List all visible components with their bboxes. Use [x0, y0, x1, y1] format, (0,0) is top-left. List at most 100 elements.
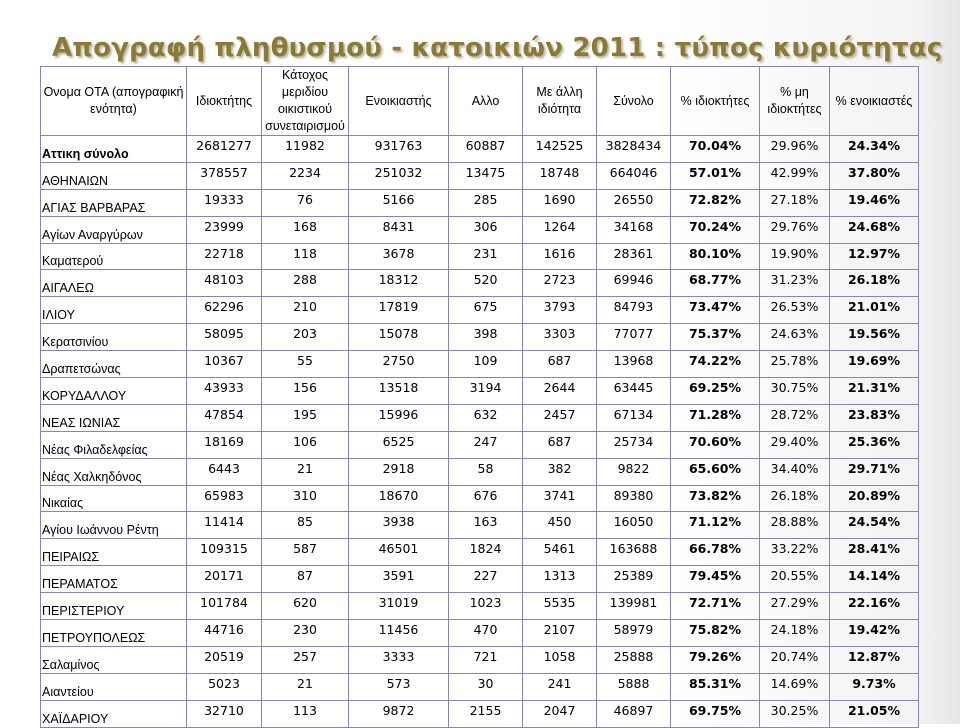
- cell-coop-share: 11982: [261, 135, 349, 163]
- table-row: ΧΑΪΔΑΡΙΟΥ 32710 113 9872 2155 2047 46897 69.75%…: [40, 699, 919, 728]
- cell-pct-tenants: 24.68%: [829, 215, 919, 244]
- cell-name: Κερατσινίου: [40, 323, 187, 352]
- cell-other-status: 2457: [522, 403, 597, 432]
- cell-total: 84793: [596, 296, 671, 325]
- cell-other: 60887: [448, 135, 523, 163]
- cell-pct-tenants: 37.80%: [829, 161, 919, 190]
- cell-pct-owners: 69.75%: [670, 699, 760, 728]
- cell-name: Δραπετσώνας: [40, 350, 187, 379]
- cell-owner: 58095: [186, 323, 262, 352]
- cell-tenant: 573: [348, 672, 449, 701]
- cell-pct-owners: 69.25%: [670, 377, 760, 405]
- cell-pct-non-owners: 26.53%: [759, 296, 830, 325]
- cell-total: 9822: [596, 457, 671, 486]
- cell-name: Νέας Φιλαδελφείας: [40, 430, 187, 459]
- cell-name: Νέας Χαλκηδόνος: [40, 457, 187, 486]
- cell-pct-owners: 71.28%: [670, 403, 760, 432]
- cell-tenant: 18670: [348, 484, 449, 513]
- cell-other-status: 3303: [522, 323, 597, 352]
- table-row: Αιαντείου 5023 21 573 30 241 5888 85.31% 14.69% 9…: [40, 672, 919, 701]
- cell-pct-non-owners: 24.18%: [759, 619, 830, 647]
- cell-other: 1023: [448, 592, 523, 621]
- cell-tenant: 5166: [348, 188, 449, 217]
- cell-pct-owners: 70.60%: [670, 430, 760, 459]
- cell-other-status: 2107: [522, 619, 597, 647]
- cell-coop-share: 118: [261, 242, 349, 271]
- table-row: Αγίου Ιωάννου Ρέντη 11414 85 3938 163 450 1605…: [40, 511, 919, 540]
- cell-pct-owners: 74.22%: [670, 350, 760, 379]
- cell-pct-non-owners: 14.69%: [759, 672, 830, 701]
- cell-owner: 11414: [186, 511, 262, 540]
- cell-tenant: 9872: [348, 699, 449, 728]
- cell-pct-owners: 70.24%: [670, 215, 760, 244]
- table-row: Νικαίας 65983 310 18670 676 3741 89380 73.82% 26…: [40, 484, 919, 513]
- cell-coop-share: 288: [261, 269, 349, 298]
- cell-total: 25888: [596, 645, 671, 674]
- cell-coop-share: 85: [261, 511, 349, 540]
- side-shadow: [918, 0, 960, 724]
- col-header-name: Ονομα ΟΤΑ (απογραφική ενότητα): [40, 66, 187, 136]
- cell-coop-share: 113: [261, 699, 349, 728]
- cell-name: ΑΙΓΑΛΕΩ: [40, 269, 187, 298]
- cell-other: 30: [448, 672, 523, 701]
- cell-pct-owners: 73.47%: [670, 296, 760, 325]
- cell-coop-share: 2234: [261, 161, 349, 190]
- cell-total: 63445: [596, 377, 671, 405]
- cell-owner: 20519: [186, 645, 262, 674]
- cell-owner: 378557: [186, 161, 262, 190]
- cell-name: Αττικη σύνολο: [40, 135, 187, 163]
- col-header-tenant: Ενοικιαστής: [348, 66, 449, 136]
- cell-pct-owners: 65.60%: [670, 457, 760, 486]
- cell-name: Αγίου Ιωάννου Ρέντη: [40, 511, 187, 540]
- cell-pct-tenants: 28.41%: [829, 538, 919, 567]
- cell-pct-non-owners: 42.99%: [759, 161, 830, 190]
- cell-pct-owners: 75.82%: [670, 619, 760, 647]
- cell-other: 398: [448, 323, 523, 352]
- cell-name: Αιαντείου: [40, 672, 187, 701]
- cell-other-status: 2723: [522, 269, 597, 298]
- cell-pct-non-owners: 20.74%: [759, 645, 830, 674]
- cell-coop-share: 587: [261, 538, 349, 567]
- cell-tenant: 8431: [348, 215, 449, 244]
- cell-total: 26550: [596, 188, 671, 217]
- cell-total: 58979: [596, 619, 671, 647]
- cell-coop-share: 310: [261, 484, 349, 513]
- table-row: ΠΕΡΙΣΤΕΡΙΟΥ 101784 620 31019 1023 5535 139981 7…: [40, 592, 919, 621]
- cell-total: 89380: [596, 484, 671, 513]
- table-row: ΠΕΙΡΑΙΩΣ 109315 587 46501 1824 5461 163688 66.7…: [40, 538, 919, 567]
- col-header-pct-tenants: % ενοικιαστές: [829, 66, 919, 136]
- cell-pct-owners: 66.78%: [670, 538, 760, 567]
- cell-other-status: 382: [522, 457, 597, 486]
- cell-owner: 10367: [186, 350, 262, 379]
- cell-owner: 2681277: [186, 135, 262, 163]
- cell-pct-tenants: 29.71%: [829, 457, 919, 486]
- cell-owner: 62296: [186, 296, 262, 325]
- cell-pct-tenants: 24.34%: [829, 135, 919, 163]
- cell-owner: 44716: [186, 619, 262, 647]
- cell-total: 34168: [596, 215, 671, 244]
- header-row: Ονομα ΟΤΑ (απογραφική ενότητα) Ιδιοκτήτη…: [40, 66, 919, 136]
- cell-coop-share: 203: [261, 323, 349, 352]
- cell-total: 77077: [596, 323, 671, 352]
- table-row: Δραπετσώνας 10367 55 2750 109 687 13968 74.22% 2…: [40, 350, 919, 379]
- cell-pct-tenants: 24.54%: [829, 511, 919, 540]
- table-row: ΚΟΡΥΔΑΛΛΟΥ 43933 156 13518 3194 2644 63445 69.2…: [40, 377, 919, 405]
- cell-total: 25389: [596, 565, 671, 594]
- cell-pct-tenants: 20.89%: [829, 484, 919, 513]
- cell-other: 231: [448, 242, 523, 271]
- cell-name: Σαλαμίνος: [40, 645, 187, 674]
- cell-name: Νικαίας: [40, 484, 187, 513]
- cell-name: ΙΛΙΟΥ: [40, 296, 187, 325]
- cell-tenant: 11456: [348, 619, 449, 647]
- cell-coop-share: 168: [261, 215, 349, 244]
- cell-other-status: 18748: [522, 161, 597, 190]
- cell-owner: 19333: [186, 188, 262, 217]
- cell-total: 16050: [596, 511, 671, 540]
- cell-pct-owners: 68.77%: [670, 269, 760, 298]
- table-row: ΠΕΡΑΜΑΤΟΣ 20171 87 3591 227 1313 25389 79.45% 20…: [40, 565, 919, 594]
- cell-pct-owners: 72.71%: [670, 592, 760, 621]
- cell-pct-owners: 72.82%: [670, 188, 760, 217]
- cell-pct-tenants: 19.42%: [829, 619, 919, 647]
- cell-other-status: 450: [522, 511, 597, 540]
- cell-other-status: 1313: [522, 565, 597, 594]
